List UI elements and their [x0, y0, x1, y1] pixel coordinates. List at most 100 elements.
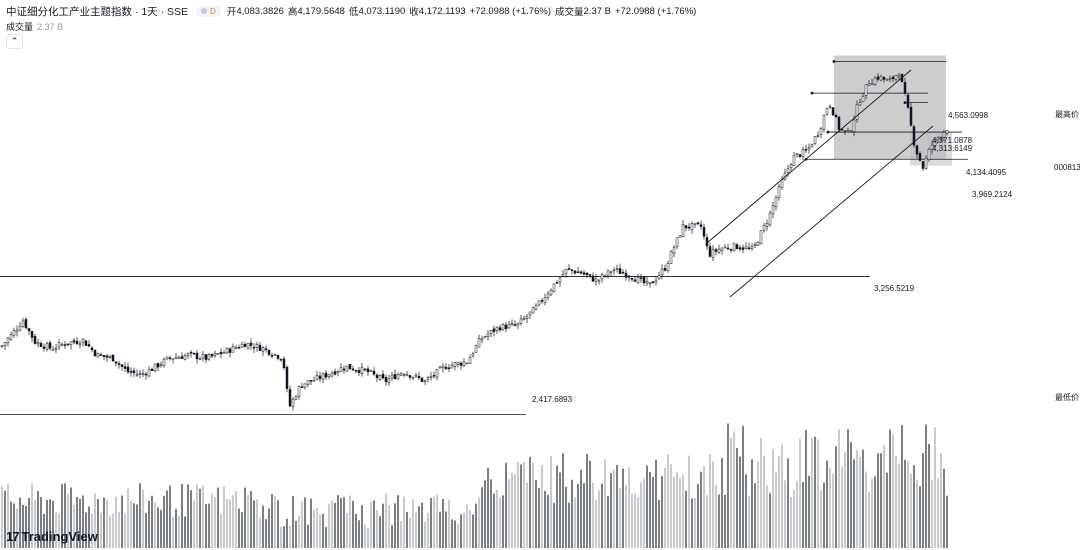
- candle-body: [726, 247, 730, 250]
- level-label-3: 4,313.6149: [932, 144, 973, 153]
- candle-body: [768, 212, 772, 226]
- candle-body: [813, 136, 817, 144]
- candle-body: [825, 108, 829, 115]
- volume-bar: [355, 513, 357, 548]
- candle-body: [42, 346, 46, 349]
- volume-bar: [769, 493, 771, 548]
- candle-body: [117, 363, 121, 365]
- volume-bar: [331, 501, 333, 548]
- tradingview-brand[interactable]: 17 TradingView: [6, 529, 98, 544]
- volume-value: 2.37 B: [37, 22, 64, 32]
- volume-bar: [853, 459, 855, 548]
- volume-bar: [532, 462, 534, 548]
- volume-bar: [895, 456, 897, 548]
- volume-bar: [25, 505, 27, 548]
- volume-bar: [832, 473, 834, 548]
- candle-body: [258, 344, 262, 352]
- volume-bar: [307, 524, 309, 548]
- volume-bar: [103, 497, 105, 548]
- volume-bar: [784, 480, 786, 548]
- candle-body: [753, 243, 757, 246]
- volume-bar: [439, 511, 441, 548]
- change-value: +72.0988 (+1.76%): [469, 5, 551, 17]
- volume-bar: [775, 472, 777, 548]
- candle-body: [18, 326, 22, 331]
- candle-body: [102, 355, 106, 357]
- volume-bar: [418, 506, 420, 548]
- candle-body: [45, 343, 49, 350]
- candle-body: [336, 371, 340, 374]
- candle-body: [426, 377, 430, 380]
- candle-body: [528, 311, 532, 316]
- volume-bar: [271, 493, 273, 548]
- candle-body: [723, 246, 727, 249]
- open-label: 开: [226, 7, 237, 18]
- candle-body: [831, 107, 835, 116]
- volume-bar: [766, 484, 768, 548]
- candle-body: [531, 307, 535, 314]
- candle-body: [816, 135, 820, 137]
- volume-bar: [139, 483, 141, 548]
- candle-body: [477, 338, 481, 348]
- volume-bar: [574, 497, 576, 548]
- candle-body: [747, 247, 751, 250]
- candle-body: [687, 226, 691, 229]
- candle-body: [408, 375, 412, 378]
- volume-bar: [169, 485, 171, 548]
- volume-bar: [631, 493, 633, 548]
- candle-body: [486, 333, 490, 337]
- volume-bar: [781, 444, 783, 548]
- volume-bar: [721, 458, 723, 548]
- candle-body: [456, 362, 460, 365]
- volume-bar: [499, 497, 501, 548]
- candle-body: [63, 344, 67, 346]
- volume-bar: [892, 434, 894, 548]
- volume-bar: [715, 484, 717, 548]
- candle-body: [429, 376, 433, 378]
- chevron-up-icon: ⌃: [10, 36, 19, 46]
- volume-bar: [433, 496, 435, 548]
- candle-body: [345, 365, 349, 372]
- candle-body: [621, 272, 625, 274]
- volume-bar: [661, 476, 663, 548]
- candle-body: [120, 364, 124, 367]
- candle-body: [78, 343, 82, 346]
- candle-body: [399, 373, 403, 376]
- volume-bar: [544, 491, 546, 548]
- candle-body: [645, 281, 649, 284]
- volume-bar: [403, 496, 405, 548]
- candle-body: [714, 249, 718, 252]
- volume-bar: [4, 490, 6, 548]
- candle-body: [786, 168, 790, 173]
- candle-body: [369, 370, 373, 372]
- candle-body: [159, 364, 163, 367]
- candle-body: [873, 78, 877, 85]
- volume-bar: [457, 523, 459, 548]
- volume-bar: [367, 527, 369, 548]
- candle-body: [702, 227, 706, 237]
- volume-bar: [55, 512, 57, 548]
- candle-body: [510, 323, 514, 325]
- volume-bar: [850, 442, 852, 548]
- candle-body: [180, 356, 184, 359]
- candle-body: [627, 275, 631, 278]
- high-label: 高: [287, 7, 298, 18]
- volume-bar: [820, 490, 822, 548]
- collapse-legend-button[interactable]: ⌃: [6, 34, 23, 49]
- volume-bar: [553, 502, 555, 548]
- candle-body: [864, 84, 868, 96]
- candle-body: [594, 278, 598, 282]
- symbol-title[interactable]: 中证细分化工产业主题指数 · 1天 · SSE: [6, 5, 189, 18]
- volume-bar: [697, 484, 699, 548]
- volume-bar: [580, 469, 582, 548]
- volume-bar: [100, 512, 102, 548]
- volume-bar: [91, 513, 93, 548]
- candle-body: [333, 371, 337, 375]
- volume-bar: [841, 466, 843, 548]
- volume-bar: [874, 476, 876, 548]
- volume-bar: [622, 468, 624, 548]
- volume-bar: [559, 472, 561, 548]
- volume-bar: [463, 512, 465, 548]
